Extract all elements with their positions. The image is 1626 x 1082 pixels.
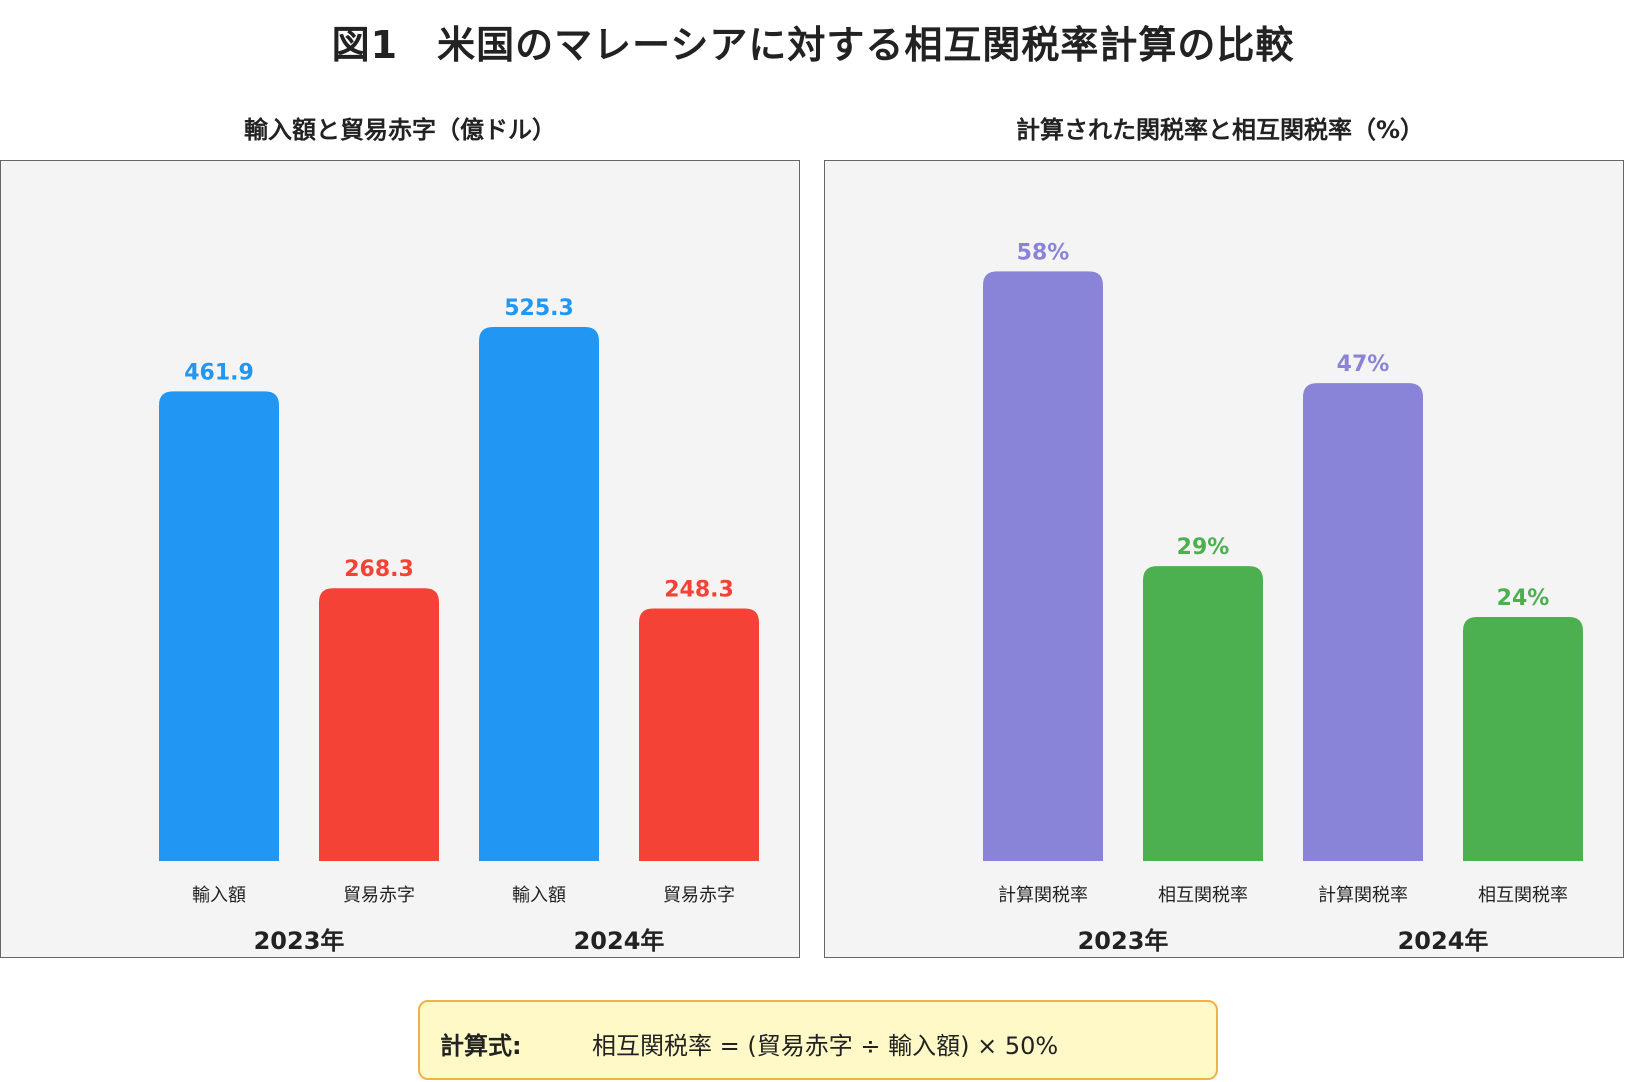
bar	[319, 588, 439, 861]
import-deficit-chart-panel: 461.9 輸入額 268.3 貿易赤字 525.3 輸入額 248.3 貿易赤字 2023年 2…	[0, 160, 800, 958]
bar-value-label: 29%	[1177, 535, 1230, 560]
bar-value-label: 268.3	[344, 557, 414, 582]
bar	[1143, 566, 1263, 861]
formula-text: 相互関税率 = (貿易赤字 ÷ 輸入額) × 50%	[592, 1032, 1059, 1060]
bar	[159, 391, 279, 861]
left-chart-title: 輸入額と貿易赤字（億ドル）	[244, 116, 556, 144]
bar-value-label: 248.3	[664, 578, 734, 603]
formula-label: 計算式:	[440, 1032, 522, 1060]
group-label: 2023年	[254, 927, 345, 955]
bar-value-label: 525.3	[504, 296, 574, 321]
group-label: 2024年	[574, 927, 665, 955]
tariff-rate-chart-panel: 58% 計算関税率 29% 相互関税率 47% 計算関税率 24% 相互関税率 2023年 202…	[824, 160, 1624, 958]
bar-category-label: 貿易赤字	[343, 885, 415, 906]
right-chart-title: 計算された関税率と相互関税率（%）	[1015, 116, 1425, 144]
bar-value-label: 58%	[1017, 240, 1070, 265]
bar-category-label: 輸入額	[512, 885, 566, 906]
bar-value-label: 24%	[1497, 586, 1550, 611]
import-deficit-chart: 461.9 輸入額 268.3 貿易赤字 525.3 輸入額 248.3 貿易赤字 2023年 2…	[159, 296, 759, 955]
bar-category-label: 輸入額	[192, 885, 246, 906]
bar-category-label: 相互関税率	[1158, 885, 1248, 906]
bar	[1463, 617, 1583, 861]
figure-title: 図1 米国のマレーシアに対する相互関税率計算の比較	[331, 23, 1295, 67]
bar-category-label: 相互関税率	[1478, 885, 1568, 906]
group-label: 2023年	[1078, 927, 1169, 955]
formula-box: 計算式: 相互関税率 = (貿易赤字 ÷ 輸入額) × 50%	[418, 1000, 1218, 1080]
group-label: 2024年	[1398, 927, 1489, 955]
bar	[639, 608, 759, 861]
tariff-rate-chart: 58% 計算関税率 29% 相互関税率 47% 計算関税率 24% 相互関税率 2023年 202…	[983, 240, 1583, 955]
bar-value-label: 47%	[1337, 352, 1390, 377]
bar-category-label: 計算関税率	[1318, 885, 1408, 906]
bar-category-label: 貿易赤字	[663, 885, 735, 906]
bar	[983, 271, 1103, 861]
bar	[479, 326, 599, 861]
bar	[1303, 383, 1423, 861]
bar-value-label: 461.9	[184, 360, 254, 385]
bar-category-label: 計算関税率	[998, 885, 1088, 906]
